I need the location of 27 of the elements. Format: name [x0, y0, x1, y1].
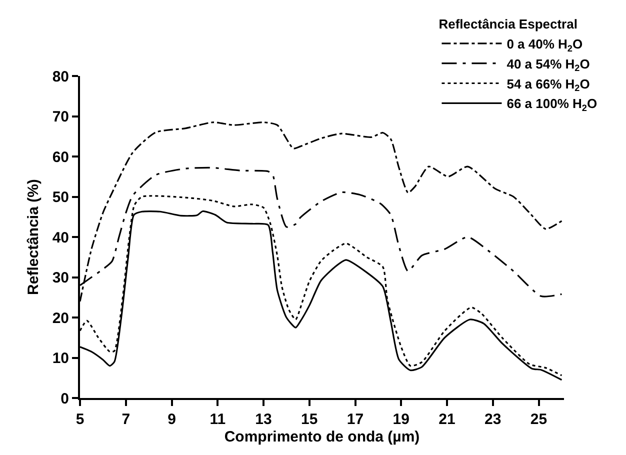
x-tick-label: 17	[346, 411, 364, 428]
x-tick-label: 7	[122, 411, 130, 428]
x-axis-title: Comprimento de onda (µm)	[224, 428, 420, 446]
legend-label: 66 a 100% H$_{2}$O	[506, 96, 598, 113]
x-tick-label: 15	[301, 411, 318, 428]
legend-label: 0 a 40% H$_{2}$O	[506, 36, 583, 54]
legend-title: Reflectância Espectral	[438, 16, 578, 32]
x-tick-label: 11	[210, 411, 226, 428]
y-tick-label: 70	[52, 108, 69, 126]
y-axis-title: Reflectância (%)	[25, 179, 42, 295]
y-tick-label: 40	[52, 229, 69, 246]
y-tick-label: 20	[52, 310, 69, 327]
y-tick-label: 10	[52, 350, 69, 367]
x-tick-label: 21	[438, 411, 456, 428]
x-tick-label: 13	[255, 411, 272, 428]
y-tick-label: 60	[52, 148, 69, 166]
legend-label: 40 a 54% H$_{2}$O	[506, 56, 590, 74]
y-tick-label: 0	[60, 390, 69, 408]
x-tick-label: 9	[168, 411, 176, 428]
y-tick-label: 80	[52, 68, 69, 86]
y-tick-label: 30	[52, 270, 69, 286]
x-tick-label: 5	[76, 411, 84, 428]
x-tick-label: 25	[530, 411, 548, 428]
x-tick-label: 19	[392, 411, 410, 428]
x-tick-label: 23	[484, 411, 502, 428]
y-tick-label: 50	[52, 189, 69, 206]
legend-label: 54 a 66% H$_{2}$O	[506, 76, 590, 94]
